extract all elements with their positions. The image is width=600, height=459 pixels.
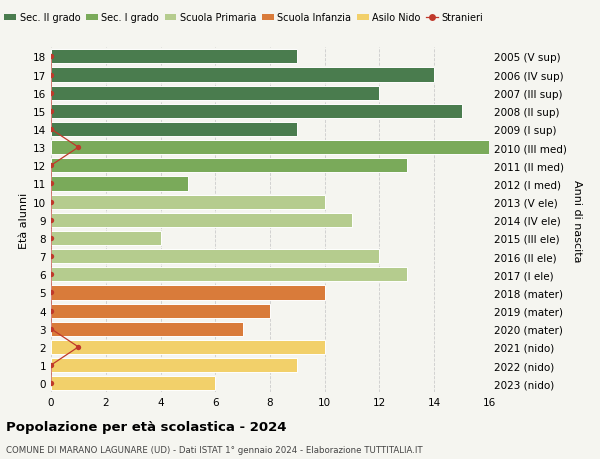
Bar <box>51 50 298 64</box>
Point <box>46 72 56 79</box>
Point <box>46 217 56 224</box>
Bar <box>51 68 434 83</box>
Text: Popolazione per età scolastica - 2024: Popolazione per età scolastica - 2024 <box>6 420 287 433</box>
Point <box>46 235 56 242</box>
Bar <box>51 358 298 372</box>
Bar <box>51 250 379 263</box>
Y-axis label: Anni di nascita: Anni di nascita <box>572 179 582 262</box>
Point <box>46 180 56 188</box>
Y-axis label: Età alunni: Età alunni <box>19 192 29 248</box>
Point <box>74 144 83 151</box>
Bar <box>51 340 325 354</box>
Point <box>46 108 56 115</box>
Point <box>46 253 56 260</box>
Bar <box>51 285 325 300</box>
Bar <box>51 195 325 209</box>
Point <box>46 362 56 369</box>
Bar <box>51 141 489 155</box>
Bar <box>51 304 270 318</box>
Legend: Sec. II grado, Sec. I grado, Scuola Primaria, Scuola Infanzia, Asilo Nido, Stran: Sec. II grado, Sec. I grado, Scuola Prim… <box>4 13 483 23</box>
Point <box>46 126 56 134</box>
Bar <box>51 177 188 191</box>
Bar <box>51 213 352 227</box>
Point <box>74 343 83 351</box>
Point <box>46 325 56 333</box>
Point <box>46 54 56 61</box>
Point <box>46 199 56 206</box>
Bar <box>51 86 379 101</box>
Point <box>46 90 56 97</box>
Bar <box>51 322 242 336</box>
Bar <box>51 231 161 246</box>
Bar <box>51 159 407 173</box>
Point <box>46 289 56 297</box>
Bar <box>51 105 461 119</box>
Text: COMUNE DI MARANO LAGUNARE (UD) - Dati ISTAT 1° gennaio 2024 - Elaborazione TUTTI: COMUNE DI MARANO LAGUNARE (UD) - Dati IS… <box>6 445 422 454</box>
Bar <box>51 123 298 137</box>
Bar <box>51 268 407 282</box>
Point <box>46 307 56 314</box>
Bar <box>51 376 215 391</box>
Point <box>46 271 56 278</box>
Point <box>46 162 56 170</box>
Point <box>46 380 56 387</box>
